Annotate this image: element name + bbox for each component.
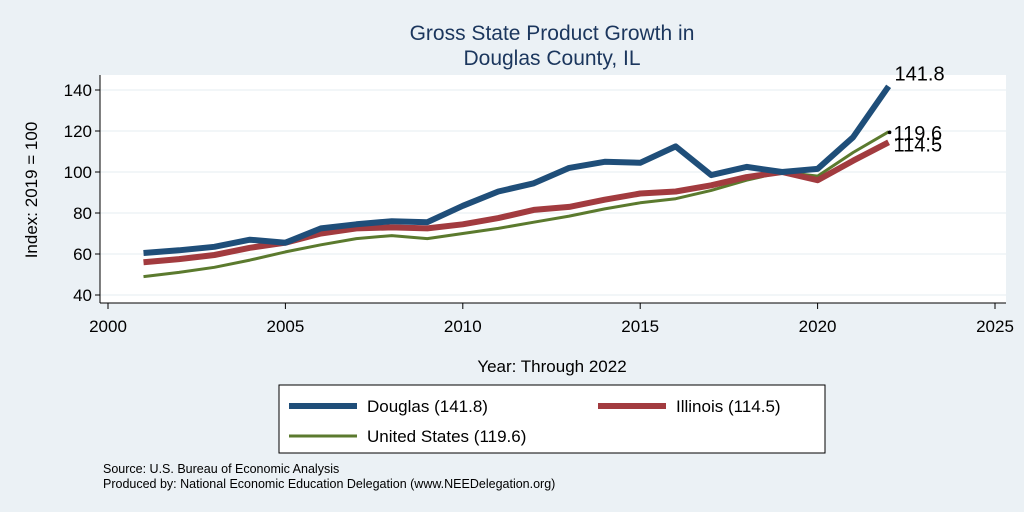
x-tick-label: 2005: [266, 317, 304, 336]
x-tick-label: 2015: [621, 317, 659, 336]
x-tick-label: 2020: [799, 317, 837, 336]
end-label-illinois: 114.5: [894, 134, 943, 156]
y-tick-label: 40: [73, 286, 92, 305]
series-line-douglas: [143, 84, 892, 256]
legend-label-united-states: United States (119.6): [367, 427, 526, 446]
legend: Douglas (141.8) Illinois (114.5) United St…: [289, 397, 781, 446]
x-axis-label: Year: Through 2022: [477, 357, 626, 376]
chart-title-line-2: Douglas County, IL: [463, 47, 640, 70]
y-tick-label: 120: [64, 122, 92, 141]
series-line-illinois: [143, 139, 890, 266]
y-tick-label: 100: [64, 163, 92, 182]
plot-area: [100, 75, 1006, 303]
x-tick-label: 2010: [444, 317, 482, 336]
y-tick-label: 80: [73, 204, 92, 223]
produced-by-line: Produced by: National Economic Education…: [103, 477, 555, 491]
legend-box: [278, 384, 826, 454]
chart-title-line-1: Gross State Product Growth in: [410, 22, 695, 45]
legend-label-illinois: Illinois (114.5): [676, 397, 781, 416]
x-tick-label: 2025: [976, 317, 1014, 336]
y-tick-label: 60: [73, 245, 92, 264]
end-label-united-states: 119.6: [894, 123, 943, 145]
end-label-douglas: 141.8: [895, 63, 945, 85]
axes: 40 60 80 100 120 140 2000 2005 2010 2015 2020 2025: [64, 75, 1014, 336]
end-marker-united-states: [887, 130, 892, 135]
y-axis-label: Index: 2019 = 100: [22, 122, 41, 259]
y-tick-label: 140: [64, 81, 92, 100]
source-line: Source: U.S. Bureau of Economic Analysis: [103, 462, 339, 476]
x-tick-label: 2000: [89, 317, 127, 336]
series-lines: [143, 84, 892, 279]
legend-label-douglas: Douglas (141.8): [367, 397, 488, 416]
